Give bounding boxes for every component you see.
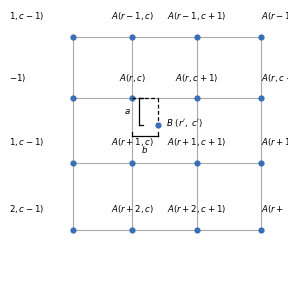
Text: $B\ (r',\ c')$: $B\ (r',\ c')$ xyxy=(166,117,203,128)
Text: $-1)$: $-1)$ xyxy=(9,72,26,84)
Text: $A(r,c+1)$: $A(r,c+1)$ xyxy=(175,72,218,84)
Text: $A(r+1,c)$: $A(r+1,c)$ xyxy=(111,136,154,148)
Text: $A(r+1,c+$: $A(r+1,c+$ xyxy=(261,136,288,148)
Text: $A(r,c+$: $A(r,c+$ xyxy=(261,72,288,84)
Text: $A(r+2,c+1)$: $A(r+2,c+1)$ xyxy=(167,203,226,215)
Text: $A(r-1,c)$: $A(r-1,c)$ xyxy=(111,10,154,22)
Text: $b$: $b$ xyxy=(141,144,149,155)
Text: $1,c-1)$: $1,c-1)$ xyxy=(9,10,44,22)
Text: $2,c-1)$: $2,c-1)$ xyxy=(9,203,44,215)
Text: $A(r+2,c)$: $A(r+2,c)$ xyxy=(111,203,154,215)
Text: $A(r,c)$: $A(r,c)$ xyxy=(119,72,146,84)
Text: $A(r+$: $A(r+$ xyxy=(261,203,284,215)
Text: $A(r-1,c+1)$: $A(r-1,c+1)$ xyxy=(167,10,226,22)
Text: $A(r+1,c+1)$: $A(r+1,c+1)$ xyxy=(167,136,226,148)
Text: $A(r-1,c$: $A(r-1,c$ xyxy=(261,10,288,22)
Text: $1,c-1)$: $1,c-1)$ xyxy=(9,136,44,148)
Text: $a$: $a$ xyxy=(124,107,130,116)
